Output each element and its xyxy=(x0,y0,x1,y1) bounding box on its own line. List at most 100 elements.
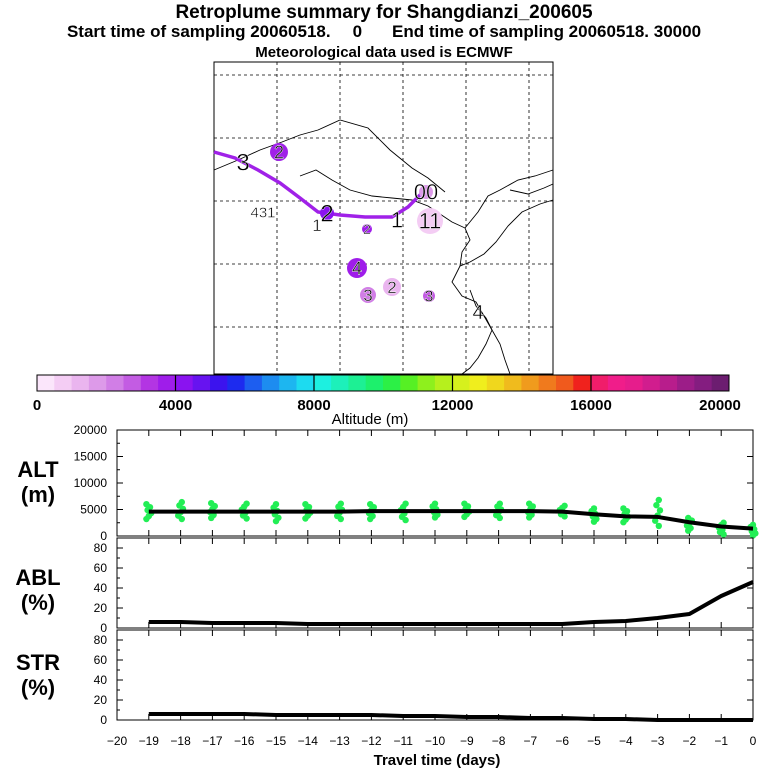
plume-particle xyxy=(652,517,659,524)
x-axis: −20 −19 −18 −17 −16 −15 −14 −13 −12 −11 −10 −9 −8 −7−… xyxy=(107,734,757,748)
colorbar-tick-label: 0 xyxy=(33,397,41,414)
plume-particle xyxy=(243,500,250,507)
alt-series-line xyxy=(148,509,754,531)
colorbar-cell xyxy=(279,375,297,391)
map-marker-dot xyxy=(383,278,401,296)
colorbar-cell xyxy=(504,375,522,391)
met-data-subtitle: Meteorological data used is ECMWF xyxy=(255,44,513,61)
map-marker-dot xyxy=(419,185,433,199)
colorbar-cell xyxy=(694,375,713,391)
y-tick-label: 0 xyxy=(100,621,107,635)
str-series-line xyxy=(148,712,753,722)
y-tick-label: 40 xyxy=(94,673,108,687)
map-marker-dot xyxy=(270,143,288,161)
colorbar-tick-label: 8000 xyxy=(297,397,330,414)
x-tick-label: −2 xyxy=(683,734,697,748)
x-tick-label: −4 xyxy=(619,734,633,748)
y-tick-label: 15000 xyxy=(74,450,108,464)
x-tick-label: 0 xyxy=(750,734,757,748)
plume-particle xyxy=(720,519,727,526)
abl-label: ABL xyxy=(15,565,61,590)
colorbar-cell xyxy=(417,375,436,391)
x-tick-label: −5 xyxy=(587,734,601,748)
x-tick-label: −10 xyxy=(425,734,446,748)
panel-frame xyxy=(116,537,754,629)
colorbar-cell xyxy=(313,375,332,391)
colorbar-cell xyxy=(642,375,661,391)
colorbar-cell xyxy=(158,375,176,391)
colorbar-cell xyxy=(590,375,609,391)
x-tick-label: −7 xyxy=(524,734,538,748)
plume-particle xyxy=(337,500,344,507)
x-tick-label: −20 xyxy=(107,734,128,748)
plume-particle xyxy=(302,501,309,508)
x-tick-label: −14 xyxy=(298,734,319,748)
plume-particle xyxy=(367,501,374,508)
colorbar-cell xyxy=(607,375,626,391)
start-time-value: 0 xyxy=(352,22,363,41)
colorbar-cell xyxy=(383,375,401,391)
colorbar-cell xyxy=(296,375,315,391)
chart-title: Retroplume summary for Shangdianzi_20060… xyxy=(175,2,593,23)
alt-axis-title: ALT (m) xyxy=(10,457,66,507)
str-panel: 0 20 40 60 80 xyxy=(94,629,754,727)
plume-particle xyxy=(590,505,598,512)
x-tick-label: −12 xyxy=(361,734,382,748)
x-tick-label: −1 xyxy=(714,734,728,748)
x-tick-label: −9 xyxy=(460,734,474,748)
colorbar-cell xyxy=(54,375,72,391)
y-tick-label: 60 xyxy=(94,653,108,667)
map-marker-label: 3 xyxy=(425,289,434,306)
alt-unit: (m) xyxy=(20,482,56,507)
colorbar-cell xyxy=(210,375,228,391)
map-marker-label: 4 xyxy=(352,258,362,278)
colorbar-cell xyxy=(227,375,245,391)
map-marker-label: 3 xyxy=(363,286,372,305)
x-tick-label: −11 xyxy=(393,734,413,748)
plume-particle xyxy=(402,500,409,507)
y-tick-label: 0 xyxy=(100,529,107,543)
x-tick-label: −16 xyxy=(234,734,255,748)
y-tick-label: 80 xyxy=(94,541,108,555)
plume-particle xyxy=(496,500,503,507)
map-marker-label: 4 xyxy=(472,302,483,324)
map-marker-dot xyxy=(417,208,443,234)
plume-particle xyxy=(656,507,664,514)
abl-axis-title: ABL (%) xyxy=(10,565,66,615)
x-axis-label: Travel time (days) xyxy=(374,752,501,768)
alt-label: ALT xyxy=(17,457,59,482)
map-marker-label: 431 xyxy=(250,204,275,221)
colorbar-cell xyxy=(71,375,90,391)
colorbar-cell xyxy=(261,375,280,391)
colorbar-cell xyxy=(88,375,107,391)
colorbar-cell xyxy=(106,375,124,391)
colorbar-cell xyxy=(573,375,591,391)
x-tick-label: −18 xyxy=(170,734,191,748)
map-marker-dot xyxy=(347,258,367,278)
plume-particle xyxy=(178,498,185,506)
map-marker-label: 2 xyxy=(320,200,333,227)
map-marker-label: 2 xyxy=(387,278,396,297)
colorbar-cell xyxy=(123,375,142,391)
x-tick-label: −19 xyxy=(139,734,160,748)
colorbar-cell xyxy=(659,375,678,391)
colorbar-cell xyxy=(434,375,453,391)
map-marker-label: 3 xyxy=(236,149,249,176)
colorbar-cell xyxy=(556,375,574,391)
y-tick-label: 20 xyxy=(94,601,108,615)
x-tick-label: −8 xyxy=(492,734,506,748)
str-label: STR xyxy=(16,650,60,675)
str-unit: (%) xyxy=(20,675,56,700)
x-tick-label: −3 xyxy=(651,734,665,748)
map-marker-label: 11 xyxy=(419,209,442,234)
colorbar-tick-label: 4000 xyxy=(159,397,192,414)
colorbar-cell xyxy=(331,375,349,391)
colorbar-cell xyxy=(538,375,557,391)
map-marker-label: 2 xyxy=(363,221,371,237)
plume-particle xyxy=(685,514,692,522)
y-tick-label: 10000 xyxy=(74,476,108,490)
map-gridlines xyxy=(214,62,553,374)
colorbar-cell xyxy=(140,375,159,391)
